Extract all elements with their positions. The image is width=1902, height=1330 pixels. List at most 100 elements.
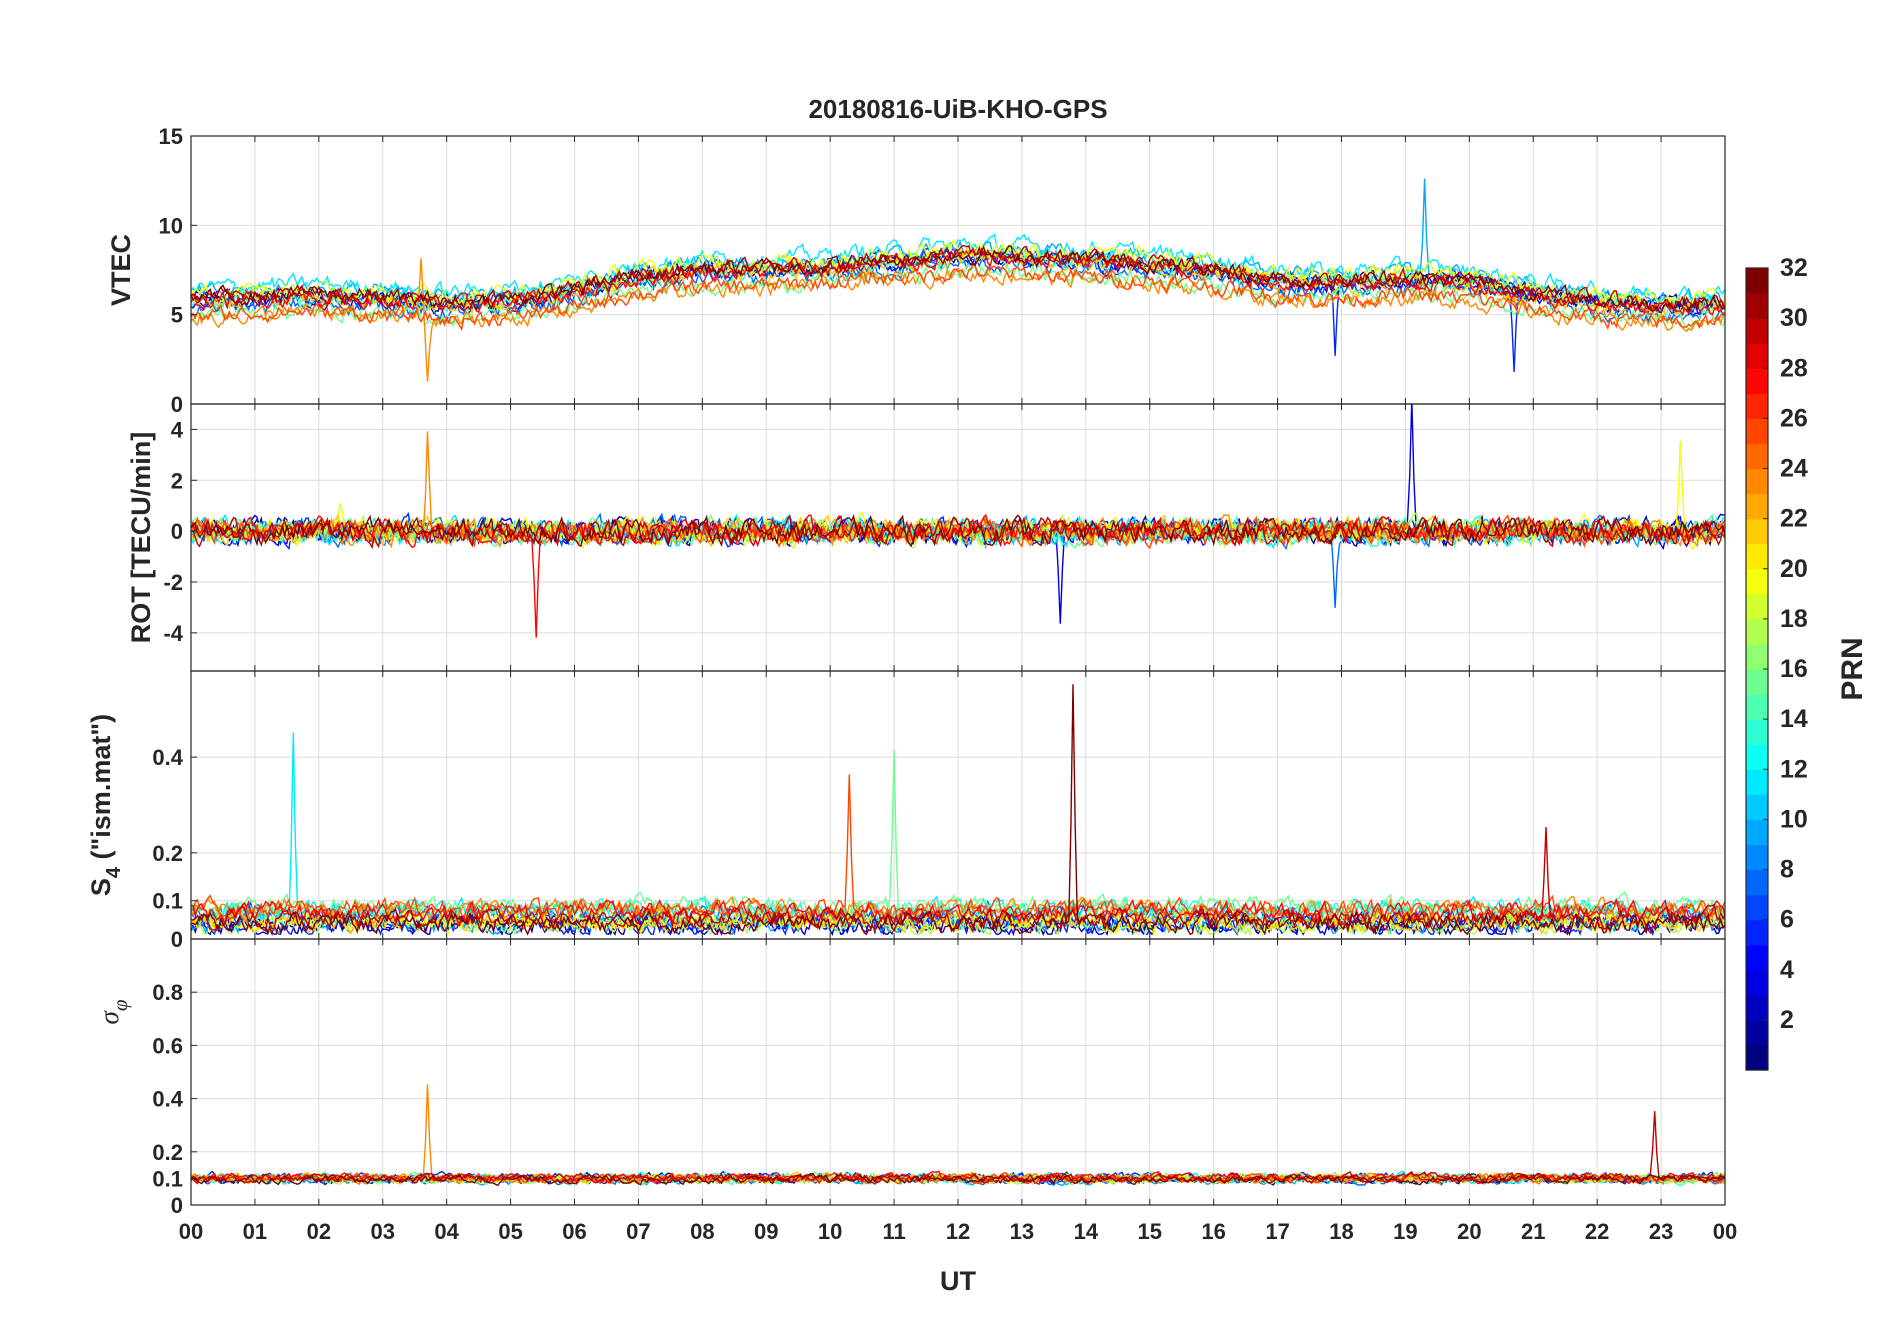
sigma_phi-ytick-label: 0.6 [152, 1033, 183, 1058]
colorbar-tick-label: 20 [1780, 555, 1808, 583]
x-tick-label: 18 [1329, 1219, 1353, 1244]
chart-title: 20180816-UiB-KHO-GPS [808, 94, 1107, 124]
colorbar-tick-label: 14 [1780, 705, 1808, 733]
colorbar-segment-prn-20 [1746, 568, 1768, 595]
x-tick-label: 01 [243, 1219, 267, 1244]
x-axis-label: UT [940, 1266, 976, 1296]
vtec-ytick-label: 0 [171, 392, 183, 417]
rot-y-axis-label: ROT [TECU/min] [126, 432, 156, 643]
sigma-phi-y-axis-label: σφ [94, 999, 132, 1024]
sigma_phi-ytick-label: 0.8 [152, 980, 183, 1005]
x-tick-label: 23 [1649, 1219, 1673, 1244]
vtec-y-axis-label: VTEC [106, 234, 136, 306]
colorbar-tick-label: 24 [1780, 455, 1808, 483]
colorbar-segment-prn-13 [1746, 744, 1768, 770]
x-tick-label: 16 [1201, 1219, 1225, 1244]
colorbar-segment-prn-28 [1746, 368, 1768, 394]
x-tick-label: 21 [1521, 1219, 1545, 1244]
colorbar-segment-prn-9 [1746, 844, 1768, 871]
vtec-ytick-label: 15 [159, 124, 183, 149]
x-tick-label: 06 [562, 1219, 586, 1244]
colorbar-segment-prn-3 [1746, 994, 1768, 1021]
colorbar-segment-prn-10 [1746, 819, 1768, 846]
vtec-line-prn-28 [191, 247, 1725, 317]
panel-s4: 0.1 0.2 0.4 S4 ("ism.mat") [86, 670, 1726, 940]
colorbar-segment-prn-17 [1746, 643, 1768, 670]
colorbar-segment-prn-22 [1746, 518, 1768, 545]
rot-ytick-label: 2 [171, 468, 183, 493]
s4-line-prn-28 [191, 898, 1725, 926]
sigma_phi-ytick-label: 0.4 [152, 1087, 183, 1112]
s4-y-axis-label: S4 ("ism.mat") [86, 714, 125, 896]
x-tick-label: 12 [946, 1219, 970, 1244]
colorbar-segment-prn-26 [1746, 418, 1768, 445]
x-tick-label: 04 [434, 1219, 459, 1244]
vtec-line-prn-16 [191, 262, 1725, 332]
sigma_phi-ytick-label: 0.1 [152, 1166, 183, 1191]
x-tick-label: 10 [818, 1219, 842, 1244]
colorbar-segment-prn-15 [1746, 694, 1768, 720]
x-tick-label: 22 [1585, 1219, 1609, 1244]
colorbar-tick-label: 10 [1780, 805, 1808, 833]
vtec-line-prn-26 [191, 264, 1725, 331]
colorbar-segment-prn-7 [1746, 894, 1768, 921]
panel-rot: -4 -2 0 2 4 ROT [TECU/min] [126, 403, 1726, 672]
sigma-label-main: σ [94, 1009, 124, 1024]
vtec-line-prn-22 [191, 247, 1725, 320]
colorbar-tick-label: 30 [1780, 304, 1808, 332]
s4-line-prn-32 [191, 684, 1725, 936]
colorbar-segment-prn-4 [1746, 969, 1768, 996]
colorbar-segment-prn-32 [1746, 268, 1768, 294]
colorbar-tick-label: 18 [1780, 605, 1808, 633]
colorbar-segment-prn-2 [1746, 1019, 1768, 1046]
colorbar-segment-prn-27 [1746, 393, 1768, 419]
rot-ytick-label: -4 [163, 621, 183, 646]
x-tick-label: 14 [1074, 1219, 1099, 1244]
vtec-ytick-label: 10 [159, 213, 183, 238]
colorbar-segment-prn-12 [1746, 769, 1768, 795]
s4-label-subscript: 4 [103, 866, 125, 878]
colorbar-tick-label: 8 [1780, 856, 1794, 884]
x-tick-label: 08 [690, 1219, 714, 1244]
colorbar-segment-prn-14 [1746, 719, 1768, 745]
colorbar-segment-prn-25 [1746, 443, 1768, 470]
vtec-line-prn-20 [191, 238, 1725, 311]
colorbar-segment-prn-21 [1746, 543, 1768, 570]
x-tick-label: 07 [626, 1219, 650, 1244]
sigma_phi-ytick-label: 0 [171, 1193, 183, 1218]
colorbar-segment-prn-31 [1746, 293, 1768, 319]
colorbar-segment-prn-1 [1746, 1044, 1768, 1071]
colorbar-label: PRN [1836, 637, 1869, 700]
s4-ytick-label: 0.1 [152, 889, 183, 914]
s4-series-group [191, 684, 1725, 937]
s4-ytick-label: 0.2 [152, 841, 183, 866]
colorbar-segment-prn-30 [1746, 318, 1768, 344]
x-tick-label: 13 [1010, 1219, 1034, 1244]
colorbar-segment-prn-8 [1746, 869, 1768, 896]
x-tick-label: 11 [882, 1219, 905, 1244]
colorbar-tick-label: 2 [1780, 1006, 1794, 1034]
colorbar-segment-prn-11 [1746, 794, 1768, 820]
colorbar-tick-label: 12 [1780, 755, 1808, 783]
vtec-series-group [191, 178, 1725, 382]
vtec-line-prn-24 [191, 258, 1725, 382]
sigma_phi-ytick-label: 0.2 [152, 1140, 183, 1165]
s4-label-rest: ("ism.mat") [86, 714, 116, 867]
colorbar-segment-prn-23 [1746, 493, 1768, 520]
colorbar-tick-label: 28 [1780, 354, 1808, 382]
rot-ytick-label: 4 [171, 417, 184, 442]
x-tick-label: 05 [498, 1219, 522, 1244]
colorbar-tick-label: 32 [1780, 254, 1808, 282]
vtec-line-prn-32 [191, 244, 1725, 314]
sigma_phi-series-group [191, 1084, 1725, 1187]
rot-line-prn-32 [191, 514, 1725, 548]
s4-ytick-label: 0.4 [152, 745, 183, 770]
x-tick-label: 00 [179, 1219, 203, 1244]
x-tick-label: 19 [1393, 1219, 1417, 1244]
panel-vtec: 0 5 10 15 VTEC [106, 124, 1726, 417]
x-tick-label: 03 [371, 1219, 395, 1244]
